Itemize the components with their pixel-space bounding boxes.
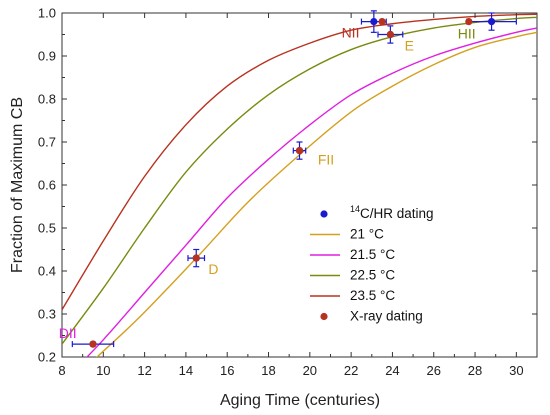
point-label-e: E [405,38,414,54]
c14-point [370,18,378,26]
xray-point [295,147,304,155]
series-line-0 [96,31,537,357]
xray-point [386,30,394,39]
legend-item-c14: 14C/HR dating [320,204,434,221]
legend-marker-c14 [320,210,328,218]
x-tick-label: 16 [220,363,234,378]
x-tick-label: 8 [58,363,65,378]
y-tick-label: 0.8 [38,92,56,107]
legend-item-xray: X-ray dating [320,309,423,324]
y-tick-label: 0.9 [38,49,56,64]
xray-point [89,340,97,348]
plot-area: DII D FII NII E HII [59,10,538,358]
point-labels: DII D FII NII E HII [59,25,476,342]
series-lines [62,13,537,357]
y-axis: 0.2 0.3 0.4 0.5 0.6 0.7 0.8 0.9 1.0 [38,6,537,365]
point-label-hii: HII [458,26,476,42]
point-label-dii: DII [59,325,77,341]
x-tick-label: 20 [303,363,317,378]
x-axis-title: Aging Time (centuries) [220,392,380,409]
legend-series: 21 °C 21.5 °C 22.5 °C 23.5 °C [310,227,395,303]
legend-marker-xray [320,312,328,321]
legend-superscript-14: 14 [350,204,360,214]
series-line-3 [62,13,537,311]
error-bars [71,10,517,348]
y-axis-title: Fraction of Maximum CB [9,97,26,273]
legend-label-series-2: 22.5 °C [350,268,395,283]
xray-point [192,254,200,262]
y-tick-label: 1.0 [38,6,56,21]
series-line-1 [86,27,537,357]
y-tick-label: 0.2 [38,350,56,365]
x-tick-label: 28 [468,363,482,378]
x-tick-label: 12 [137,363,151,378]
legend-label-series-3: 23.5 °C [350,288,395,303]
x-tick-label: 14 [179,363,193,378]
x-tick-label: 26 [427,363,441,378]
legend-label-xray: X-ray dating [350,309,423,324]
legend-c14-text: C/HR dating [360,206,434,221]
x-tick-label: 18 [261,363,275,378]
x-tick-label: 24 [385,363,399,378]
xray-point [465,18,473,26]
data-points [89,18,496,348]
y-tick-label: 0.4 [38,264,56,279]
x-axis: 8 10 12 14 16 18 20 22 24 26 28 30 [58,13,524,378]
legend: 14C/HR dating 21 °C 21.5 °C 22.5 °C 23.5 °C… [310,204,434,324]
legend-label-series-0: 21 °C [350,227,384,242]
y-tick-label: 0.5 [38,221,56,236]
y-tick-label: 0.7 [38,135,56,150]
xray-point [378,18,386,26]
x-tick-label: 30 [509,363,523,378]
x-tick-label: 22 [344,363,358,378]
point-label-d: D [208,261,218,277]
legend-label-c14: 14C/HR dating [350,204,434,221]
point-label-fii: FII [318,152,334,168]
y-tick-label: 0.6 [38,178,56,193]
c14-point [487,18,496,26]
x-tick-label: 10 [96,363,110,378]
point-label-nii: NII [342,25,360,41]
y-tick-label: 0.3 [38,307,56,322]
series-line-2 [62,16,537,345]
legend-label-series-1: 21.5 °C [350,247,395,262]
